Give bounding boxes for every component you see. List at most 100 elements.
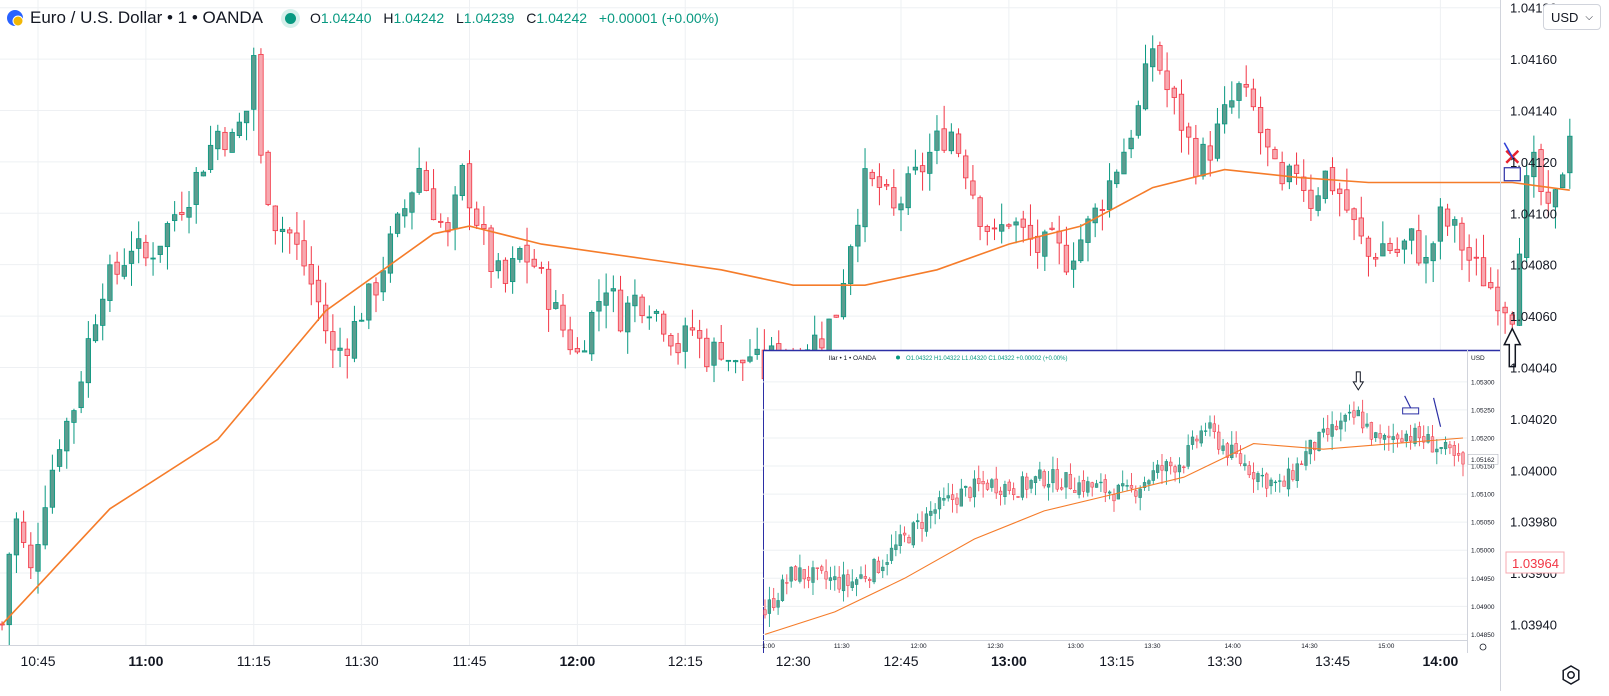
- candle-body: [617, 289, 624, 332]
- inset-candle-body: [1007, 481, 1011, 491]
- candle-body: [589, 311, 595, 355]
- candle-body: [193, 171, 199, 205]
- currency-select[interactable]: USD ⌵: [1543, 4, 1601, 30]
- candle-body: [905, 173, 911, 209]
- candle-body: [646, 316, 652, 319]
- candle-body: [136, 238, 142, 249]
- candle-body: [1214, 123, 1221, 159]
- candle-body: [1193, 137, 1199, 177]
- candle-body: [56, 449, 63, 467]
- candle-body: [1545, 191, 1551, 204]
- candle-body: [941, 128, 947, 151]
- candle-body: [1473, 256, 1479, 259]
- inset-candle-body: [994, 478, 998, 494]
- inset-candle-body: [1029, 480, 1033, 489]
- inset-time-tick-label: 14:00: [1225, 643, 1242, 650]
- inset-candle-body: [898, 534, 902, 547]
- inset-candle-body: [820, 566, 824, 571]
- candle-body: [351, 321, 358, 359]
- inset-price-tick-label: 1.05200: [1471, 435, 1495, 442]
- inset-candle-body: [885, 562, 889, 565]
- inset-candle-body: [1134, 490, 1138, 497]
- inset-candle-body: [1182, 466, 1186, 468]
- inset-candle-body: [1278, 480, 1282, 482]
- candle-body: [28, 544, 34, 569]
- eurusd-icon: [7, 10, 24, 27]
- candle-body: [1142, 63, 1149, 110]
- candle-body: [1272, 149, 1278, 160]
- candle-body: [1408, 228, 1415, 241]
- symbol-title[interactable]: Euro / U.S. Dollar • 1 • OANDA: [30, 8, 263, 27]
- candle-body: [948, 131, 954, 152]
- inset-candle-body: [1387, 435, 1391, 438]
- inset-current-price-box: [1467, 453, 1499, 465]
- inset-candle-body: [1164, 461, 1168, 472]
- candle-body: [92, 324, 99, 342]
- inset-candle-body: [1334, 425, 1339, 430]
- inset-candle-body: [1160, 465, 1164, 471]
- candle-body: [833, 314, 839, 318]
- inset-moving-average-line: [764, 437, 1464, 635]
- currency-label: USD: [1551, 9, 1579, 25]
- candle-body: [725, 359, 732, 362]
- candle-body: [553, 302, 559, 309]
- candle-body: [186, 206, 192, 218]
- inset-candle-body: [1186, 445, 1190, 467]
- inset-candle-body: [846, 574, 850, 586]
- candle-body: [1459, 222, 1465, 251]
- inset-candle-body: [868, 578, 872, 581]
- candle-body: [1027, 224, 1034, 240]
- inset-candle-body: [1090, 482, 1094, 488]
- candle-body: [1351, 208, 1357, 221]
- candle-body: [1380, 243, 1386, 257]
- candle-body: [826, 318, 832, 353]
- candle-body: [42, 507, 48, 546]
- price-tick-label: 1.03980: [1510, 515, 1557, 530]
- inset-candle-body: [1247, 465, 1251, 476]
- inset-candle-body: [850, 581, 854, 588]
- candle-body: [509, 258, 516, 283]
- inset-candle-body: [1203, 430, 1208, 432]
- candle-body: [1135, 105, 1141, 136]
- annotation-trend-stroke: [1503, 142, 1514, 160]
- inset-candle-body: [1330, 424, 1334, 437]
- candle-body: [1013, 221, 1019, 226]
- candle-body: [157, 245, 163, 255]
- inset-candle-body: [772, 598, 776, 608]
- inset-candle-body: [1251, 472, 1256, 480]
- candle-body: [1243, 83, 1249, 88]
- ohlc-values: O1.04240 H1.04242 L1.04239 C1.04242 +0.0…: [310, 10, 727, 26]
- candle-body: [1301, 176, 1307, 191]
- inset-candle-body: [1391, 436, 1395, 440]
- ohlc-open: 1.04240: [320, 10, 372, 26]
- inset-candle-body: [1221, 445, 1225, 451]
- candle-body: [323, 304, 329, 332]
- candle-body: [1437, 206, 1444, 242]
- candle-body: [1099, 209, 1106, 211]
- inset-candle-body: [1094, 483, 1099, 488]
- symbol-header: Euro / U.S. Dollar • 1 • OANDA O1.04240 …: [6, 6, 727, 30]
- inset-price-tick-label: 1.04900: [1471, 604, 1495, 611]
- time-tick-label: 11:30: [345, 653, 379, 669]
- inset-candle-body: [1378, 433, 1382, 439]
- inset-candle-body: [1016, 496, 1020, 498]
- inset-candle-body: [1452, 445, 1456, 456]
- inset-candle-body: [1273, 481, 1278, 484]
- candle-body: [869, 171, 875, 180]
- time-tick-label: 11:00: [128, 653, 163, 669]
- candle-body: [545, 268, 552, 310]
- inset-candle-body: [1155, 464, 1160, 473]
- candle-body: [1092, 207, 1098, 224]
- candle-body: [812, 334, 818, 351]
- settings-gear-icon[interactable]: [1560, 664, 1582, 686]
- time-tick-label: 12:45: [883, 653, 918, 669]
- candle-body: [596, 301, 602, 312]
- candle-body: [1186, 126, 1192, 138]
- inset-candle-body: [985, 482, 990, 490]
- candle-body: [121, 265, 127, 277]
- inset-candle-body: [1286, 468, 1291, 490]
- inset-candle-body: [793, 566, 798, 581]
- candle-body: [1495, 286, 1501, 312]
